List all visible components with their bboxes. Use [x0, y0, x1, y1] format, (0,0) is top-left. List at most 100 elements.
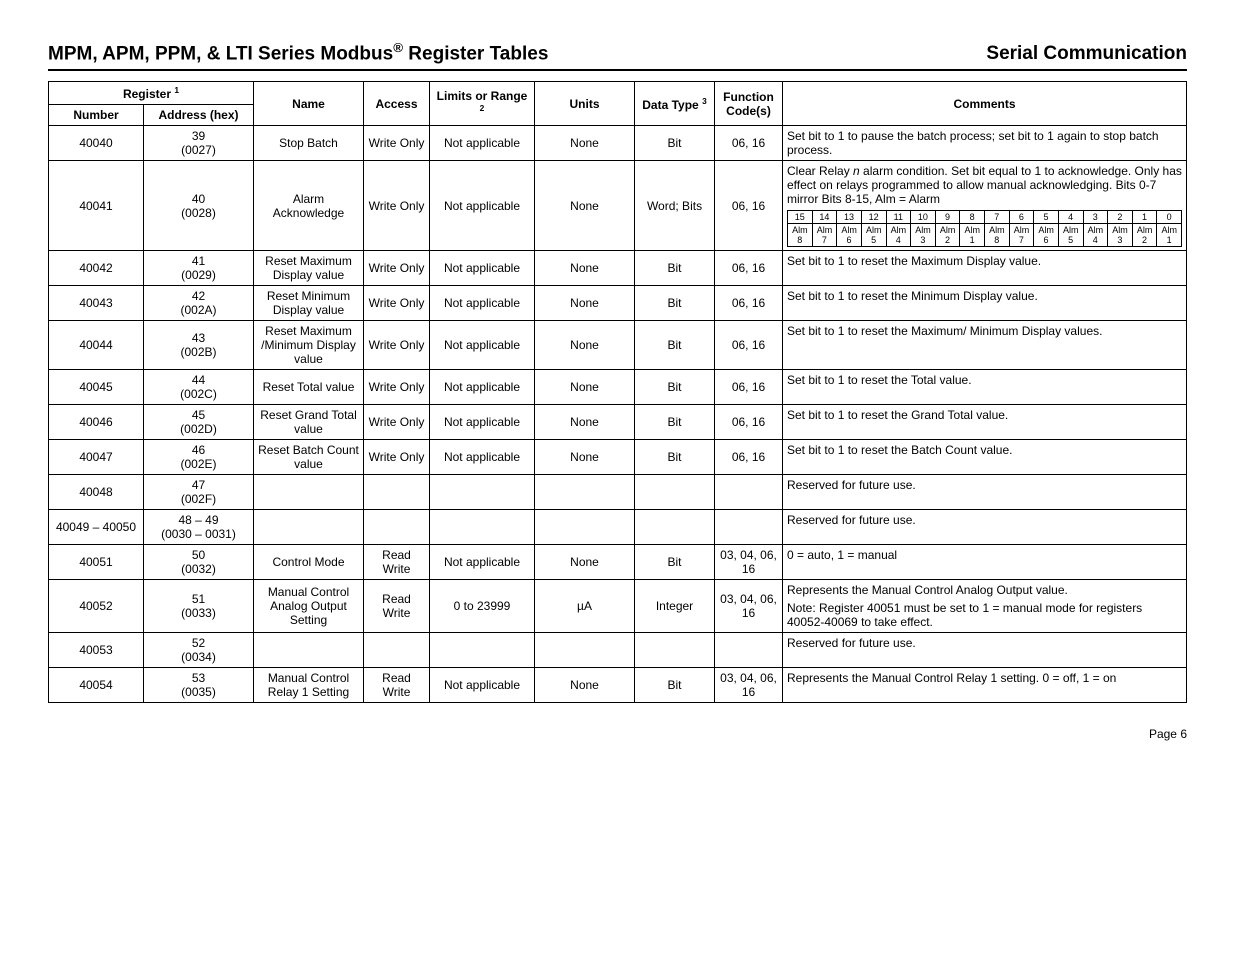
- cell: 40043: [49, 286, 144, 321]
- cell: 40042: [49, 251, 144, 286]
- cell: Write Only: [364, 440, 430, 475]
- cell: Reset Maximum /Minimum Display value: [254, 321, 364, 370]
- cell: Set bit to 1 to reset the Grand Total va…: [783, 405, 1187, 440]
- cell: Integer: [635, 580, 715, 633]
- col-register-label: Register: [123, 87, 171, 101]
- cell: Write Only: [364, 321, 430, 370]
- cell: 06, 16: [715, 370, 783, 405]
- cell: Not applicable: [430, 370, 535, 405]
- cell: Bit: [635, 405, 715, 440]
- cell: 40045: [49, 370, 144, 405]
- table-row: 40049 – 4005048 – 49(0030 – 0031)Reserve…: [49, 510, 1187, 545]
- col-register: Register 1: [49, 82, 254, 105]
- cell: Reset Total value: [254, 370, 364, 405]
- cell: 42(002A): [144, 286, 254, 321]
- col-limits: Limits or Range 2: [430, 82, 535, 126]
- cell: 06, 16: [715, 251, 783, 286]
- cell: 43(002B): [144, 321, 254, 370]
- cell: [635, 475, 715, 510]
- table-row: 4004443(002B)Reset Maximum /Minimum Disp…: [49, 321, 1187, 370]
- registered-sup: ®: [393, 40, 403, 55]
- cell: 40040: [49, 126, 144, 161]
- cell: 39(0027): [144, 126, 254, 161]
- cell: [430, 510, 535, 545]
- cell: [364, 510, 430, 545]
- cell: None: [535, 321, 635, 370]
- col-func: Function Code(s): [715, 82, 783, 126]
- col-dtype-label: Data Type: [642, 98, 698, 112]
- cell: Set bit to 1 to reset the Total value.: [783, 370, 1187, 405]
- cell: Bit: [635, 286, 715, 321]
- cell: [535, 475, 635, 510]
- cell: 40054: [49, 668, 144, 703]
- cell: Set bit to 1 to reset the Minimum Displa…: [783, 286, 1187, 321]
- cell: Not applicable: [430, 405, 535, 440]
- cell: Reset Maximum Display value: [254, 251, 364, 286]
- col-register-sup: 1: [174, 85, 179, 95]
- cell: Bit: [635, 545, 715, 580]
- table-row: 4005453(0035)Manual Control Relay 1 Sett…: [49, 668, 1187, 703]
- cell: 51(0033): [144, 580, 254, 633]
- cell: Represents the Manual Control Analog Out…: [783, 580, 1187, 633]
- cell: [364, 633, 430, 668]
- page-header: MPM, APM, PPM, & LTI Series Modbus® Regi…: [48, 40, 1187, 71]
- table-body: 4004039(0027)Stop BatchWrite OnlyNot app…: [49, 126, 1187, 703]
- cell: Set bit to 1 to reset the Batch Count va…: [783, 440, 1187, 475]
- cell: Write Only: [364, 286, 430, 321]
- col-units: Units: [535, 82, 635, 126]
- register-table: Register 1 Name Access Limits or Range 2…: [48, 81, 1187, 703]
- cell: 48 – 49(0030 – 0031): [144, 510, 254, 545]
- col-limits-label: Limits or Range: [437, 89, 528, 103]
- cell: Bit: [635, 251, 715, 286]
- cell: None: [535, 440, 635, 475]
- cell: 03, 04, 06, 16: [715, 580, 783, 633]
- cell: Write Only: [364, 405, 430, 440]
- cell: 0 to 23999: [430, 580, 535, 633]
- cell: 03, 04, 06, 16: [715, 545, 783, 580]
- cell: Bit: [635, 321, 715, 370]
- cell: 06, 16: [715, 126, 783, 161]
- table-row: 4005352(0034)Reserved for future use.: [49, 633, 1187, 668]
- cell: Not applicable: [430, 440, 535, 475]
- cell: [635, 633, 715, 668]
- cell: 50(0032): [144, 545, 254, 580]
- cell: 40041: [49, 161, 144, 251]
- cell: 06, 16: [715, 161, 783, 251]
- title-left-post: Register Tables: [403, 43, 548, 64]
- cell: None: [535, 545, 635, 580]
- cell: 40049 – 40050: [49, 510, 144, 545]
- cell: Bit: [635, 440, 715, 475]
- cell: 53(0035): [144, 668, 254, 703]
- cell: 47(002F): [144, 475, 254, 510]
- col-limits-sup: 2: [480, 103, 485, 113]
- table-row: 4004645(002D)Reset Grand Total valueWrit…: [49, 405, 1187, 440]
- cell: Manual Control Relay 1 Setting: [254, 668, 364, 703]
- cell: Read Write: [364, 668, 430, 703]
- table-row: 4004342(002A)Reset Minimum Display value…: [49, 286, 1187, 321]
- cell: 40053: [49, 633, 144, 668]
- cell: 44(002C): [144, 370, 254, 405]
- cell: Set bit to 1 to reset the Maximum Displa…: [783, 251, 1187, 286]
- cell: [430, 475, 535, 510]
- table-row: 4005150(0032)Control ModeRead WriteNot a…: [49, 545, 1187, 580]
- title-left-pre: MPM, APM, PPM, & LTI Series Modbus: [48, 43, 393, 64]
- table-row: 4004039(0027)Stop BatchWrite OnlyNot app…: [49, 126, 1187, 161]
- cell: None: [535, 251, 635, 286]
- cell: [254, 510, 364, 545]
- cell: Alarm Acknowledge: [254, 161, 364, 251]
- cell: 45(002D): [144, 405, 254, 440]
- cell: Reset Grand Total value: [254, 405, 364, 440]
- cell: Reset Batch Count value: [254, 440, 364, 475]
- cell: 40(0028): [144, 161, 254, 251]
- cell: 40052: [49, 580, 144, 633]
- cell: Bit: [635, 370, 715, 405]
- cell: Not applicable: [430, 321, 535, 370]
- cell: Not applicable: [430, 126, 535, 161]
- cell: [254, 633, 364, 668]
- cell: None: [535, 126, 635, 161]
- cell: 40047: [49, 440, 144, 475]
- cell: Represents the Manual Control Relay 1 se…: [783, 668, 1187, 703]
- cell: Write Only: [364, 126, 430, 161]
- cell: 40051: [49, 545, 144, 580]
- cell: Not applicable: [430, 668, 535, 703]
